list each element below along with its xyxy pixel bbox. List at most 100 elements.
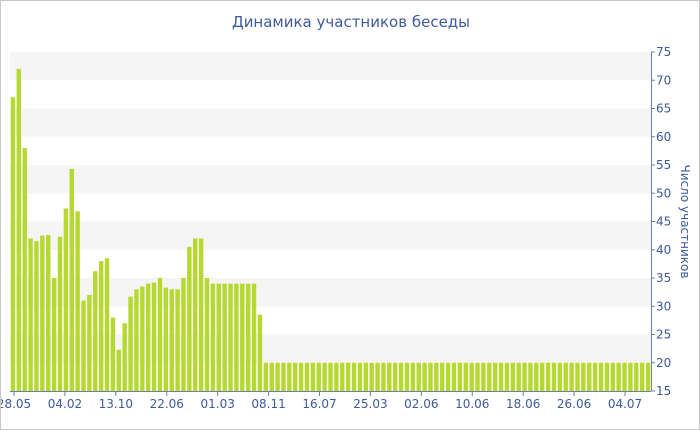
bar (57, 236, 63, 391)
bar (504, 362, 510, 391)
bar (469, 362, 474, 391)
bar (145, 283, 151, 391)
bar (110, 317, 116, 391)
y-tick-label: 35 (656, 271, 671, 285)
bar (345, 362, 351, 391)
bar (93, 271, 98, 391)
bar (481, 362, 486, 391)
bar (634, 362, 639, 391)
bar (216, 283, 221, 391)
bar (128, 296, 133, 391)
bar (440, 362, 445, 391)
bar (340, 362, 345, 391)
bar (569, 362, 574, 391)
bar (628, 362, 633, 391)
bar (610, 362, 615, 391)
bar (98, 261, 104, 391)
bar (363, 362, 368, 391)
bar (551, 362, 557, 391)
bar (298, 362, 304, 391)
bar (193, 238, 198, 391)
bar (269, 362, 274, 391)
bar (598, 362, 604, 391)
bar (492, 362, 498, 391)
bar (534, 362, 539, 391)
bar (434, 362, 439, 391)
bar (10, 97, 16, 391)
bar (328, 362, 333, 391)
bar (245, 283, 251, 391)
bar (604, 362, 610, 391)
bar (581, 362, 586, 391)
bar (404, 362, 410, 391)
bar (251, 283, 257, 391)
bar (40, 235, 45, 391)
bars (10, 68, 651, 391)
bar (528, 362, 533, 391)
bar (169, 289, 174, 391)
y-tick-label: 75 (656, 45, 671, 59)
bar (592, 362, 598, 391)
bar (281, 362, 286, 391)
x-tick-label: 08.11 (251, 397, 285, 411)
bar (498, 362, 504, 391)
bar (175, 289, 180, 391)
bar (457, 362, 463, 391)
chart-title: Динамика участников беседы (231, 13, 471, 31)
bar (369, 362, 374, 391)
bar (116, 349, 121, 391)
bar (322, 362, 327, 391)
bar (151, 282, 157, 391)
x-tick-label: 13.10 (99, 397, 133, 411)
grid-bands (10, 52, 651, 363)
grid-band (10, 52, 651, 81)
x-tick-label: 02.06 (404, 397, 438, 411)
bar (422, 362, 427, 391)
x-tick-label: 28.05 (1, 397, 31, 411)
y-tick-label: 70 (656, 73, 671, 87)
bar (122, 323, 127, 391)
bar (75, 211, 80, 391)
bar (222, 283, 227, 391)
bar (275, 362, 280, 391)
bar (645, 362, 651, 391)
bar (293, 362, 298, 391)
bar (69, 168, 74, 391)
bar (234, 283, 239, 391)
y-tick-label: 55 (656, 158, 671, 172)
bar (587, 362, 592, 391)
bar (134, 289, 139, 391)
bar (557, 362, 563, 391)
bar (375, 362, 380, 391)
grid-band (10, 221, 651, 250)
bar (228, 283, 233, 391)
bar (510, 362, 516, 391)
x-tick-label: 16.07 (302, 397, 336, 411)
y-ticks: 15 20 25 30 35 40 45 50 55 60 65 70 75 (651, 45, 671, 398)
bar (563, 362, 568, 391)
x-ticks: 28.05 04.02 13.10 22.06 01.03 08.11 16.07 25.03… (1, 391, 642, 411)
bar (263, 362, 269, 391)
grid-band (10, 108, 651, 137)
y-tick-label: 25 (656, 328, 671, 342)
bar (416, 362, 421, 391)
bar (334, 362, 339, 391)
x-tick-label: 01.03 (200, 397, 234, 411)
bar (304, 362, 310, 391)
bar (28, 238, 33, 391)
y-tick-label: 45 (656, 215, 671, 229)
bar (522, 362, 527, 391)
bar (387, 362, 392, 391)
x-tick-label: 25.03 (353, 397, 387, 411)
x-tick-label: 18.06 (506, 397, 540, 411)
bar (163, 287, 169, 391)
bar (445, 362, 451, 391)
bar (639, 362, 645, 391)
bar (34, 241, 39, 391)
bar (516, 362, 521, 391)
bar (357, 362, 363, 391)
bar (316, 362, 321, 391)
bar (540, 362, 545, 391)
bar (428, 362, 433, 391)
